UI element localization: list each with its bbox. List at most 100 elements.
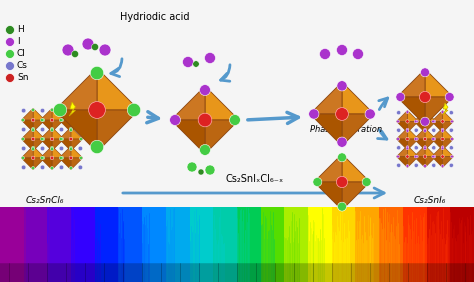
Polygon shape (443, 103, 448, 115)
Bar (442, 207, 444, 282)
Bar (132, 207, 134, 282)
Circle shape (337, 202, 346, 211)
Circle shape (414, 111, 418, 115)
Bar (154, 207, 156, 282)
Circle shape (59, 156, 62, 159)
Bar (468, 207, 470, 282)
Bar (417, 207, 419, 282)
Text: Cs₂SnCl₆: Cs₂SnCl₆ (26, 196, 64, 205)
Circle shape (397, 111, 401, 115)
Circle shape (415, 155, 418, 158)
Bar (356, 207, 357, 282)
Polygon shape (342, 114, 374, 146)
Bar (407, 207, 409, 282)
Polygon shape (425, 122, 436, 133)
Polygon shape (59, 146, 71, 158)
Bar (193, 207, 195, 282)
Circle shape (50, 129, 54, 132)
Bar (200, 207, 201, 282)
Polygon shape (396, 146, 408, 157)
Bar (24, 207, 26, 282)
Bar (100, 207, 103, 282)
Circle shape (59, 118, 62, 122)
Circle shape (424, 147, 427, 150)
Bar (447, 207, 448, 282)
Polygon shape (425, 146, 436, 157)
Bar (213, 207, 215, 282)
Bar (420, 207, 423, 282)
Bar (138, 207, 140, 282)
Bar (247, 207, 249, 282)
Circle shape (450, 155, 453, 158)
Polygon shape (408, 128, 419, 139)
Circle shape (6, 25, 15, 34)
Bar (215, 207, 217, 282)
Bar (203, 207, 205, 282)
Polygon shape (59, 108, 71, 120)
Bar (375, 207, 377, 282)
Polygon shape (396, 157, 408, 168)
Bar (105, 207, 107, 282)
Polygon shape (52, 120, 64, 132)
Bar (344, 207, 346, 282)
Bar (136, 207, 138, 282)
Bar (152, 207, 154, 282)
Polygon shape (425, 139, 436, 150)
Polygon shape (431, 122, 443, 133)
Bar (334, 207, 336, 282)
Bar (278, 207, 281, 282)
Circle shape (432, 111, 436, 115)
Circle shape (423, 137, 427, 141)
Circle shape (406, 147, 409, 150)
Bar (419, 207, 420, 282)
Circle shape (397, 128, 401, 132)
Polygon shape (55, 68, 97, 110)
Circle shape (53, 103, 67, 117)
Circle shape (91, 43, 99, 50)
Circle shape (336, 108, 348, 120)
Polygon shape (97, 68, 139, 110)
Polygon shape (59, 120, 71, 132)
Bar (389, 207, 391, 282)
Bar (183, 207, 186, 282)
Bar (444, 207, 447, 282)
Polygon shape (408, 122, 419, 133)
Polygon shape (71, 120, 83, 132)
Circle shape (406, 120, 409, 123)
Polygon shape (59, 127, 71, 139)
Circle shape (423, 120, 427, 123)
Circle shape (414, 128, 418, 132)
Circle shape (365, 109, 375, 119)
Bar (318, 207, 320, 282)
Circle shape (61, 137, 64, 140)
Bar (377, 207, 379, 282)
Circle shape (32, 127, 35, 130)
Circle shape (319, 49, 330, 60)
Circle shape (62, 44, 74, 56)
Circle shape (21, 156, 25, 159)
Bar (286, 207, 288, 282)
Bar (120, 207, 122, 282)
Polygon shape (40, 108, 52, 120)
Polygon shape (21, 127, 33, 139)
Bar (470, 207, 472, 282)
Circle shape (69, 109, 73, 111)
Bar (41, 207, 44, 282)
Bar (16, 207, 18, 282)
Circle shape (21, 118, 25, 122)
Circle shape (420, 68, 429, 77)
Bar (115, 207, 117, 282)
Bar (37, 207, 39, 282)
Bar (229, 207, 231, 282)
Bar (89, 207, 91, 282)
Bar (456, 207, 458, 282)
Bar (93, 207, 95, 282)
Bar (97, 207, 99, 282)
Polygon shape (425, 69, 453, 97)
Bar (117, 207, 118, 282)
Bar (340, 207, 342, 282)
Bar (225, 207, 227, 282)
Circle shape (419, 91, 430, 103)
Polygon shape (443, 128, 454, 139)
Bar (292, 207, 294, 282)
